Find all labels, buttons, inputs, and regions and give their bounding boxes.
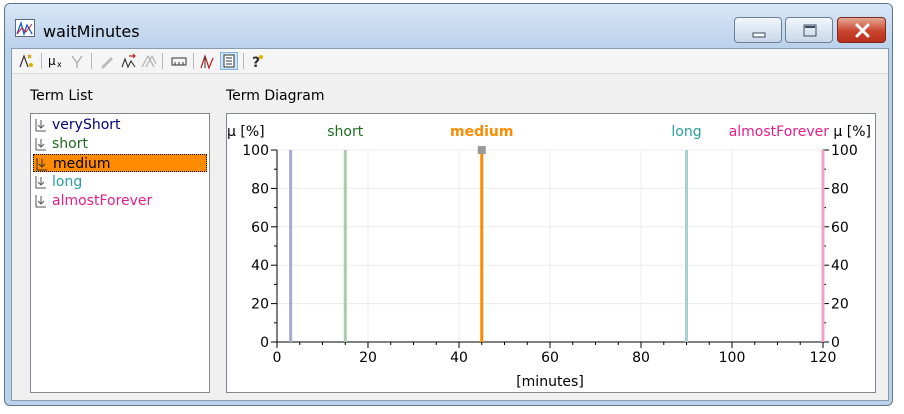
term-diagram-label: Term Diagram xyxy=(226,88,325,104)
term-label: long xyxy=(52,174,83,190)
term-arrow-icon xyxy=(34,156,50,172)
x-tick-label: 40 xyxy=(450,350,468,366)
y-tick-label-right: 80 xyxy=(831,181,849,197)
term-list-label: Term List xyxy=(30,88,93,104)
list-item[interactable]: long xyxy=(33,173,207,191)
add-term-icon[interactable] xyxy=(18,52,36,70)
list-item[interactable]: medium xyxy=(33,154,207,172)
series-label-medium: medium xyxy=(450,124,513,140)
y-tick-label-left: 0 xyxy=(260,335,269,351)
help-icon[interactable]: ? xyxy=(249,52,267,71)
y-tick-label-right: 60 xyxy=(831,220,849,236)
list-item[interactable]: almostForever xyxy=(33,192,207,210)
y-axis-label-right: µ [%] xyxy=(833,124,871,140)
list-item[interactable]: veryShort xyxy=(33,116,207,134)
svg-text:?: ? xyxy=(252,55,260,70)
series-label-long: long xyxy=(671,124,701,140)
svg-text:x: x xyxy=(57,60,62,69)
x-tick-label: 20 xyxy=(359,350,377,366)
y-tick-label-right: 20 xyxy=(831,297,849,313)
term-arrow-icon xyxy=(33,136,49,152)
y-axis-label-left: µ [%] xyxy=(227,124,265,140)
svg-text:µ: µ xyxy=(48,54,56,68)
y-tick-label-left: 100 xyxy=(242,143,269,159)
x-tick-label: 100 xyxy=(719,350,746,366)
intersect-icon[interactable] xyxy=(140,52,158,70)
list-item[interactable]: short xyxy=(33,135,207,153)
term-label: almostForever xyxy=(52,193,153,209)
term-label: short xyxy=(52,136,88,152)
window-title: waitMinutes xyxy=(43,22,140,41)
x-tick-label: 120 xyxy=(810,350,837,366)
series-label-almostForever: almostForever xyxy=(729,124,830,140)
term-arrow-icon xyxy=(33,174,49,190)
app-icon xyxy=(15,19,35,37)
export-icon[interactable] xyxy=(120,52,138,70)
title-bar[interactable]: waitMinutes xyxy=(5,4,892,47)
y-tick-label-right: 100 xyxy=(831,143,858,159)
term-label: veryShort xyxy=(52,117,121,133)
list-view-icon[interactable] xyxy=(220,52,238,70)
maximize-button[interactable] xyxy=(785,17,833,43)
x-tick-label: 80 xyxy=(632,350,650,366)
pencil-icon[interactable] xyxy=(98,52,116,70)
term-label: medium xyxy=(53,156,111,172)
minimize-button[interactable] xyxy=(734,17,782,43)
y-tick-label-left: 40 xyxy=(251,258,269,274)
chart-icon[interactable] xyxy=(199,52,217,70)
y-tick-label-left: 80 xyxy=(251,181,269,197)
term-list[interactable]: veryShort short medium long almostForeve… xyxy=(30,113,210,393)
gamma-icon[interactable] xyxy=(68,52,86,70)
term-arrow-icon xyxy=(33,193,49,209)
y-tick-label-left: 60 xyxy=(251,220,269,236)
y-tick-label-left: 20 xyxy=(251,297,269,313)
term-arrow-icon xyxy=(33,117,49,133)
x-tick-label: 0 xyxy=(273,350,282,366)
x-axis-label: [minutes] xyxy=(516,374,584,390)
close-button[interactable] xyxy=(837,17,886,43)
y-tick-label-right: 40 xyxy=(831,258,849,274)
x-tick-label: 60 xyxy=(541,350,559,366)
y-tick-label-right: 0 xyxy=(831,335,840,351)
range-icon[interactable] xyxy=(170,52,188,70)
term-diagram[interactable]: 0 20 40 60 80 100 120 0 0 20 20 40 40 60 60 80 80 100 100 µ… xyxy=(226,113,876,393)
series-label-short: short xyxy=(327,124,363,140)
series-handle-medium xyxy=(477,146,486,154)
